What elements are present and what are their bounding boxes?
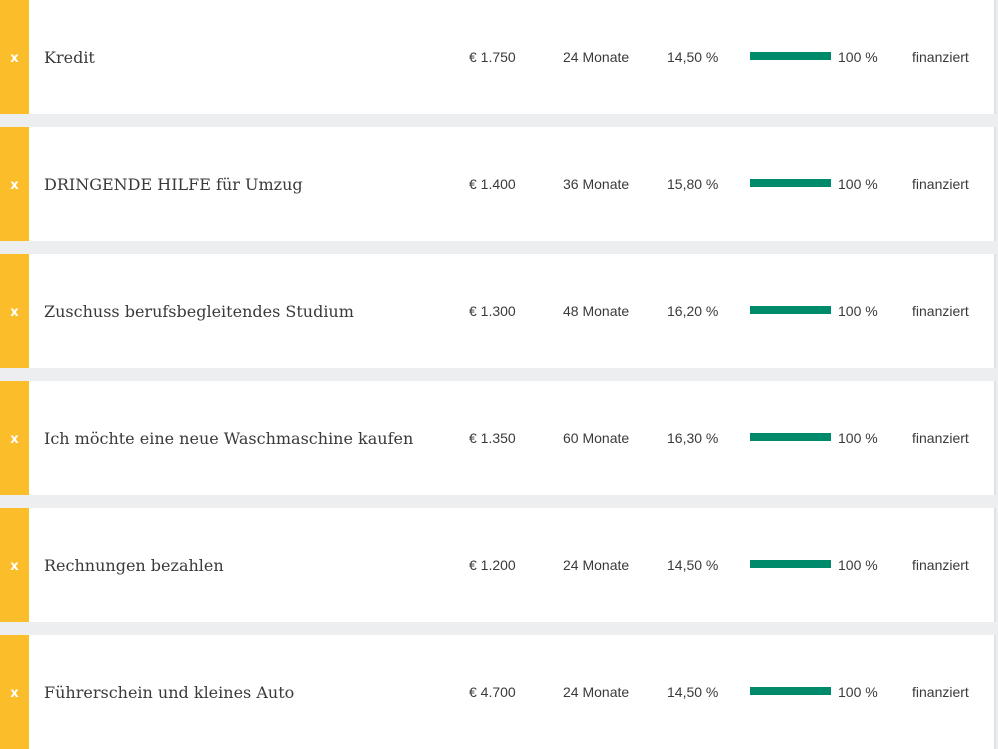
- loan-badge: x: [0, 635, 29, 749]
- funding-progress-bar: [750, 306, 831, 314]
- loan-title[interactable]: Ich möchte eine neue Waschmaschine kaufe…: [44, 428, 414, 448]
- loan-amount: € 1.750: [469, 49, 516, 65]
- funding-progress-bar: [750, 560, 831, 568]
- loan-status: finanziert: [912, 49, 969, 65]
- loan-amount: € 1.400: [469, 176, 516, 192]
- funding-progress-bar: [750, 179, 831, 187]
- loan-interest-rate: 16,20 %: [667, 303, 719, 319]
- loan-term: 24 Monate: [563, 684, 630, 700]
- funding-percent: 100 %: [838, 176, 878, 192]
- funding-percent: 100 %: [838, 303, 878, 319]
- loan-amount: € 1.350: [469, 430, 516, 446]
- loan-term: 24 Monate: [563, 557, 630, 573]
- loan-title[interactable]: Führerschein und kleines Auto: [44, 682, 295, 702]
- loan-row[interactable]: x Führerschein und kleines Auto € 4.700 …: [0, 635, 996, 749]
- loan-status: finanziert: [912, 430, 969, 446]
- loan-amount: € 4.700: [469, 684, 516, 700]
- loan-amount: € 1.200: [469, 557, 516, 573]
- loan-interest-rate: 15,80 %: [667, 176, 719, 192]
- funding-progress-fill: [750, 179, 831, 187]
- funding-progress-fill: [750, 52, 831, 60]
- loan-title[interactable]: Rechnungen bezahlen: [44, 555, 224, 575]
- loan-term: 24 Monate: [563, 49, 630, 65]
- funding-progress-fill: [750, 687, 831, 695]
- funding-percent: 100 %: [838, 430, 878, 446]
- loan-badge: x: [0, 127, 29, 241]
- loan-interest-rate: 14,50 %: [667, 49, 719, 65]
- loan-term: 48 Monate: [563, 303, 630, 319]
- funding-percent: 100 %: [838, 684, 878, 700]
- funding-progress-fill: [750, 433, 831, 441]
- loan-interest-rate: 14,50 %: [667, 557, 719, 573]
- loan-status: finanziert: [912, 557, 969, 573]
- loan-interest-rate: 14,50 %: [667, 684, 719, 700]
- funding-progress-bar: [750, 52, 831, 60]
- loan-status: finanziert: [912, 303, 969, 319]
- funding-progress-fill: [750, 306, 831, 314]
- loan-term: 60 Monate: [563, 430, 630, 446]
- loan-badge: x: [0, 508, 29, 622]
- funding-progress-fill: [750, 560, 831, 568]
- loan-row[interactable]: x Kredit € 1.750 24 Monate 14,50 % 100 %…: [0, 0, 996, 114]
- loan-amount: € 1.300: [469, 303, 516, 319]
- loan-row[interactable]: x Zuschuss berufsbegleitendes Studium € …: [0, 254, 996, 368]
- loan-interest-rate: 16,30 %: [667, 430, 719, 446]
- funding-progress-bar: [750, 687, 831, 695]
- loan-row[interactable]: x Ich möchte eine neue Waschmaschine kau…: [0, 381, 996, 495]
- funding-percent: 100 %: [838, 557, 878, 573]
- loan-title[interactable]: DRINGENDE HILFE für Umzug: [44, 174, 303, 194]
- loan-status: finanziert: [912, 176, 969, 192]
- funding-progress-bar: [750, 433, 831, 441]
- loan-title[interactable]: Kredit: [44, 47, 95, 67]
- funding-percent: 100 %: [838, 49, 878, 65]
- loan-row[interactable]: x Rechnungen bezahlen € 1.200 24 Monate …: [0, 508, 996, 622]
- loan-badge: x: [0, 254, 29, 368]
- loan-status: finanziert: [912, 684, 969, 700]
- loan-badge: x: [0, 0, 29, 114]
- loan-row[interactable]: x DRINGENDE HILFE für Umzug € 1.400 36 M…: [0, 127, 996, 241]
- loan-title[interactable]: Zuschuss berufsbegleitendes Studium: [44, 301, 354, 321]
- loan-badge: x: [0, 381, 29, 495]
- loan-term: 36 Monate: [563, 176, 630, 192]
